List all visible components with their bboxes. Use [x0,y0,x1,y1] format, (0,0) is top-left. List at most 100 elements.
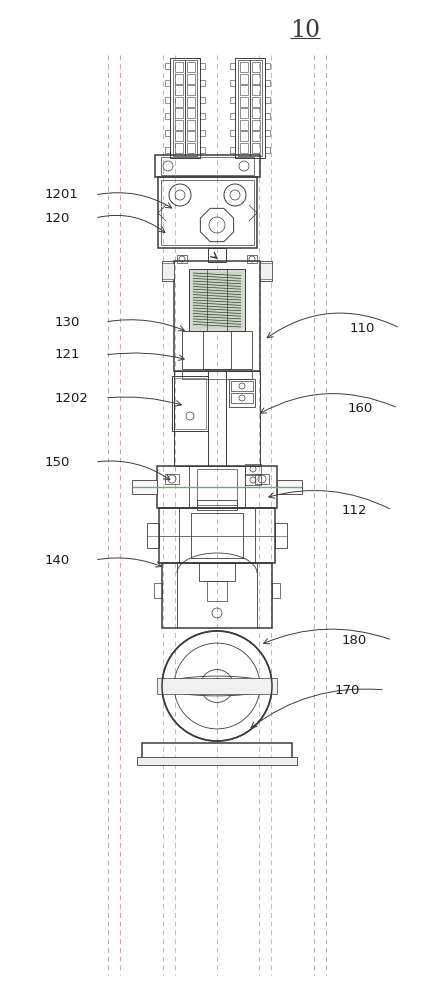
Bar [174,378,206,429]
Bar [187,97,194,107]
Bar [164,63,170,69]
Bar [174,131,183,141]
Bar [174,261,260,371]
Bar [184,60,197,156]
Bar [197,500,237,510]
Bar [187,131,194,141]
Bar [197,469,237,505]
Bar [230,147,234,153]
Bar [171,376,207,431]
Bar [174,120,183,130]
Bar [240,143,247,153]
Bar [161,261,174,281]
Bar [276,480,301,494]
Bar [234,58,264,158]
Text: 160: 160 [347,401,372,414]
Bar [207,581,227,601]
Bar [174,143,183,153]
Bar [181,331,251,369]
Bar [237,60,250,156]
Bar [264,80,270,86]
Bar [174,108,183,118]
Bar [187,143,194,153]
Bar [264,130,270,136]
Bar [264,97,270,103]
Bar [251,74,260,84]
Bar [264,63,270,69]
Bar [141,743,291,759]
Bar [147,523,159,548]
Bar [230,97,234,103]
Bar [200,80,204,86]
Bar [173,60,184,156]
Bar [230,130,234,136]
Bar [244,475,260,485]
Bar [164,113,170,119]
Bar [198,563,234,581]
Bar [187,108,194,118]
Bar [188,466,244,508]
Bar [191,513,243,558]
Bar [161,263,174,279]
Bar [240,85,247,95]
Bar [164,474,178,484]
Bar [164,80,170,86]
Bar [178,508,254,563]
Bar [161,157,253,175]
Bar [187,74,194,84]
Text: 180: 180 [341,634,366,647]
Bar [174,371,260,466]
Bar [174,74,183,84]
Bar [207,248,226,262]
Bar [230,63,234,69]
Bar [251,131,260,141]
Bar [240,97,247,107]
Bar [271,583,279,598]
Bar [251,62,260,72]
Bar [254,474,268,484]
Bar [174,85,183,95]
Text: 130: 130 [55,316,80,328]
Bar [154,583,161,598]
Bar [191,272,241,328]
Bar [188,269,244,331]
Bar [187,62,194,72]
Bar [200,97,204,103]
Text: 140: 140 [45,554,70,566]
Bar [230,381,253,391]
Bar [230,393,253,403]
Bar [207,269,227,331]
Bar [157,466,276,508]
Bar [240,74,247,84]
Text: 10: 10 [289,19,319,42]
Bar [177,255,187,263]
Text: 120: 120 [45,212,70,225]
Bar [170,58,200,158]
Bar [200,147,204,153]
Bar [251,108,260,118]
Bar [228,379,254,407]
Bar [164,97,170,103]
Bar [260,261,271,281]
Text: 121: 121 [55,349,80,361]
Bar [155,155,260,177]
Bar [240,131,247,141]
Bar [187,85,194,95]
Bar [174,97,183,107]
Bar [157,678,276,694]
Bar [244,464,260,474]
Bar [240,108,247,118]
Bar [230,80,234,86]
Text: 110: 110 [349,322,375,334]
Text: 1202: 1202 [55,391,89,404]
Bar [240,62,247,72]
Bar [207,371,226,466]
Bar [240,120,247,130]
Bar [137,757,296,765]
Bar [164,147,170,153]
Bar [181,371,251,379]
Bar [250,60,261,156]
Bar [158,177,256,248]
Text: 170: 170 [334,684,359,696]
Bar [164,130,170,136]
